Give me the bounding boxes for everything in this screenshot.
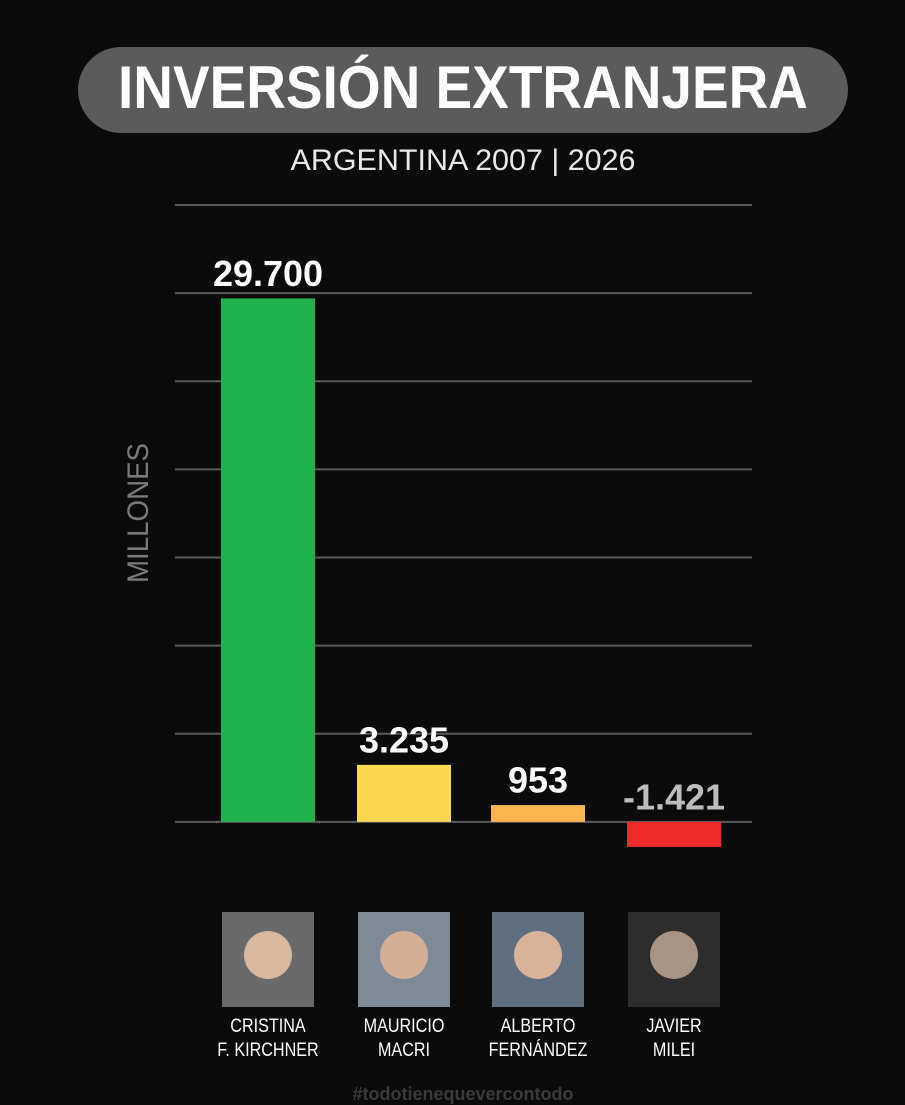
title-pill (78, 47, 848, 133)
x-tick-label: MAURICIO MACRI (363, 1016, 445, 1061)
photos (222, 912, 720, 1007)
photo-face (650, 931, 698, 979)
bar (491, 805, 585, 822)
photo-face (380, 931, 428, 979)
bar (221, 298, 315, 822)
bar (627, 821, 721, 847)
photo-face (514, 931, 562, 979)
value-label: 29.700 (213, 253, 323, 294)
bar (357, 764, 451, 822)
x-tick-label: ALBERTO FERNÁNDEZ (488, 1016, 588, 1061)
chart-subtitle: ARGENTINA 2007 | 2026 (291, 144, 636, 177)
x-tick-label: JAVIER MILEI (646, 1016, 702, 1061)
value-label: 953 (508, 760, 568, 801)
watermark: #todotienequevercontodo (352, 1084, 573, 1104)
value-label: -1.421 (623, 776, 725, 817)
x-tick-label: CRISTINA F. KIRCHNER (217, 1016, 319, 1061)
photo-face (244, 931, 292, 979)
y-axis-label: MILLONES (122, 443, 155, 583)
value-label: 3.235 (359, 719, 449, 760)
chart-title: INVERSIÓN EXTRANJERA (118, 54, 808, 121)
